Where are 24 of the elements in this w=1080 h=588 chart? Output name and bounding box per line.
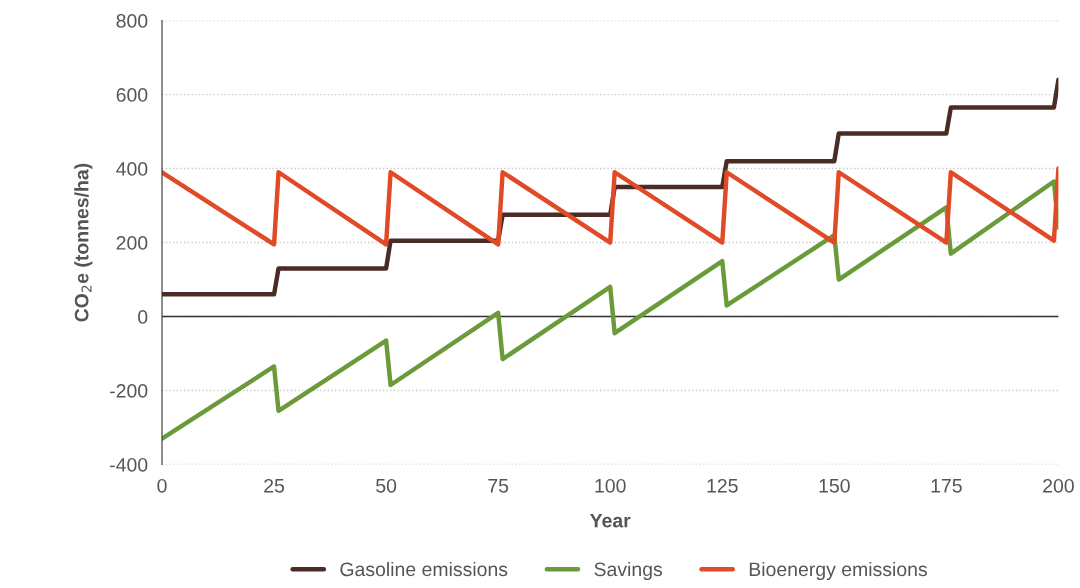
y-tick-label: 800: [116, 14, 148, 28]
line-series: [162, 77, 1059, 297]
y-tick-label: 600: [116, 88, 148, 102]
x-axis-title: Year: [589, 513, 631, 528]
y-tick-label: 0: [138, 310, 148, 324]
legend-label: Savings: [594, 561, 663, 581]
legend-label: Gasoline emissions: [340, 561, 508, 577]
x-tick-label: 0: [157, 478, 167, 493]
x-tick-label: 75: [488, 479, 509, 493]
y-tick-label: 400: [116, 162, 148, 176]
x-tick-label: 125: [707, 478, 738, 493]
x-tick-label: 200: [1043, 478, 1074, 493]
x-tick-label: 50: [376, 478, 397, 493]
y-axis-title: CO$_{2}$e (tonnes/ha): [74, 163, 93, 322]
legend-label: Bioenergy emissions: [749, 561, 927, 581]
x-tick-label: 25: [264, 478, 285, 493]
y-tick-label: -200: [110, 384, 148, 398]
y-tick-label: 200: [116, 236, 148, 250]
y-tick-label: -400: [110, 457, 148, 472]
x-tick-label: 100: [595, 478, 626, 493]
x-tick-label: 150: [819, 478, 850, 493]
x-tick-label: 175: [931, 479, 962, 493]
line-series: [162, 179, 1059, 441]
line-series: [162, 166, 1059, 247]
